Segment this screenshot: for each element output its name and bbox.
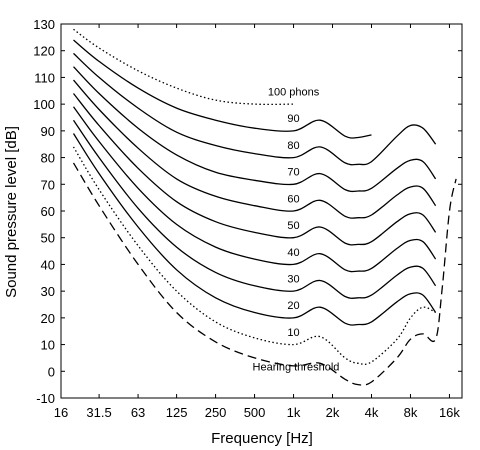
x-tick-label: 16 [54,405,68,420]
x-tick-label: 31.5 [86,405,111,420]
x-tick-label: 1k [287,405,301,420]
y-tick-label: 60 [41,204,55,219]
x-tick-label: 4k [365,405,379,420]
curve-label: 30 [287,273,299,285]
y-tick-label: 100 [33,97,55,112]
curve-label: 20 [287,300,299,312]
x-tick-label: 8k [404,405,418,420]
curve-label: 100 phons [268,86,320,98]
x-tick-label: 125 [166,405,188,420]
plot-frame [60,23,463,399]
x-tick-label: 63 [131,405,145,420]
curve-label: 90 [287,113,299,125]
y-tick-label: -10 [36,391,55,406]
y-tick-label: 80 [41,151,55,166]
curve-70 [73,66,437,193]
curve-40 [72,106,437,273]
curve-90 [73,39,372,139]
y-tick-label: 40 [41,257,55,272]
y-tick-label: 130 [33,17,55,32]
curve-label: Hearing threshold [253,362,340,374]
x-tick-label: 250 [205,405,227,420]
y-tick-label: 120 [33,44,55,59]
y-tick-label: 20 [41,311,55,326]
curve-label: 50 [287,220,299,232]
curves [72,28,457,386]
y-tick-label: 30 [41,284,55,299]
curve-20 [72,133,437,326]
curve-labels: 100 phons 90 80 70 60 50 40 30 20 10 Hearing thres… [253,86,340,373]
y-tick-label: 90 [41,124,55,139]
y-tick-label: 0 [48,364,55,379]
x-tick-label: 2k [326,405,340,420]
curve-label: 60 [287,193,299,205]
curve-label: 70 [287,167,299,179]
x-axis-title: Frequency [Hz] [211,430,313,447]
y-tick-label: 10 [41,338,55,353]
x-axis: 16 31.5 63 125 250 500 1k 2k 4k 8k 16k [54,24,460,420]
curve-50 [72,93,437,246]
curve-10 [72,146,436,365]
curve-30 [72,119,437,299]
y-tick-label: 50 [41,231,55,246]
y-axis-title: Sound pressure level [dB] [3,126,20,298]
curve-label: 40 [287,247,299,259]
curve-80 [73,52,437,166]
y-tick-label: 110 [34,70,55,85]
x-tick-label: 16k [439,405,460,420]
curve-60 [73,79,437,219]
curve-hearing-threshold [72,162,457,386]
x-tick-label: 500 [244,405,266,420]
curve-label: 80 [287,140,299,152]
y-tick-label: 70 [41,177,55,192]
curve-label: 10 [287,327,299,339]
